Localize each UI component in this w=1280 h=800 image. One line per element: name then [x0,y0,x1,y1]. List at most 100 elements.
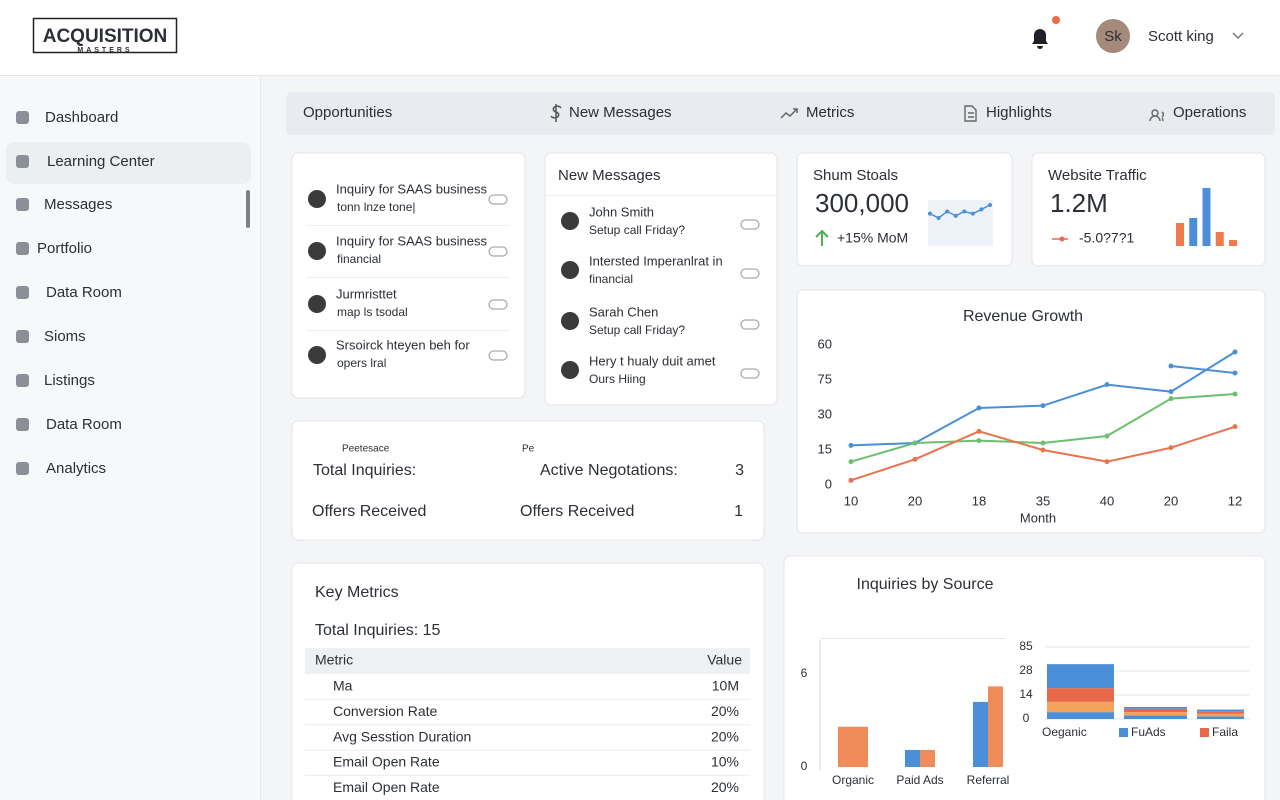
nav-item[interactable]: Messages [44,196,112,213]
nav-item[interactable]: Dashboard [45,109,118,126]
tab[interactable]: Highlights [986,104,1052,121]
nav-icon [16,155,29,168]
message-sender: John Smith [589,204,654,219]
item-subtitle: tonn lnze tone| [337,200,416,214]
tab[interactable]: Opportunities [303,104,392,121]
message-sender: Hery t hualy duit amet [589,353,716,368]
item-subtitle: financial [337,252,381,266]
item-subtitle: opers lral [337,356,386,370]
message-sender: Intersted Imperanlrat in [589,253,723,268]
table-cell: Email Open Rate [333,779,440,795]
link-icon[interactable] [488,299,508,310]
line-series [1170,365,1236,374]
tab[interactable]: Metrics [806,104,854,121]
bar [838,726,868,767]
avatar-small [561,261,579,279]
nav-icon [16,286,29,299]
sparkline-point [970,211,975,216]
summary-cell: 1 [734,503,743,520]
nav-item[interactable]: Analytics [46,460,106,477]
mini-bar [1202,188,1211,246]
item-subtitle: map ls tsodal [337,305,408,319]
x-axis-label: Month [1020,510,1056,525]
link-icon[interactable] [488,246,508,257]
chart-title: Revenue Growth [963,308,1083,325]
avatar[interactable] [1096,19,1130,53]
item-title: Jurmristtet [336,286,397,301]
avatar-initials: Sk [1104,28,1122,45]
link-icon[interactable] [740,368,760,379]
nav-icon [16,111,29,124]
nav-item[interactable]: Listings [44,372,95,389]
logo-text: ACQUISITION [43,26,168,47]
scroll-indicator [246,190,250,228]
link-icon[interactable] [488,194,508,205]
sparkline-point [928,211,932,216]
avatar-small [561,312,579,330]
bell-icon[interactable] [1032,29,1048,49]
nav-item[interactable]: Data Room [46,416,122,433]
table-cell: Avg Sesstion Duration [333,728,471,744]
summary-cell: Offers Received [520,503,634,520]
highlights-icon [964,105,977,122]
line-point [848,442,854,448]
notification-dot [1052,16,1060,24]
bar [920,749,935,767]
message-sender: Sarah Chen [589,304,658,319]
message-text: financial [589,272,633,286]
nav-icon [16,330,29,343]
line-point [1040,447,1046,453]
link-icon[interactable] [740,268,760,279]
line-point [1104,433,1110,439]
table-header: Value [707,652,742,668]
x-tick-label: Faila [1212,725,1238,739]
message-text: Setup call Friday? [589,223,685,237]
nav-item[interactable]: Portfolio [37,240,92,257]
sparkline-point [988,203,992,207]
summary-cell: Active Negotations: [540,462,678,479]
nav-item[interactable]: Learning Center [47,153,155,170]
up-arrow [815,229,829,246]
table-cell: 10M [712,678,739,694]
chart-title: Inquiries by Source [857,576,994,593]
nav-item[interactable]: Sioms [44,328,86,345]
avatar-small [561,361,579,379]
tab-bar [286,92,1275,135]
link-icon[interactable] [488,350,508,361]
operations-icon [1149,109,1164,122]
link-icon[interactable] [740,319,760,330]
line-point [848,459,854,465]
link-icon[interactable] [740,219,760,230]
user-name[interactable]: Scott king [1148,28,1214,45]
x-tick-label: 20 [1164,493,1178,508]
tab[interactable]: Operations [1173,104,1246,121]
caption: Pe [522,444,535,455]
nav-icon [16,418,29,431]
chevron[interactable] [1232,32,1244,40]
caption: Peetesace [342,444,390,455]
line-point [912,440,918,446]
nav-icon [16,198,29,211]
summary-cell: 3 [735,462,744,479]
card-title: Key Metrics [315,584,399,601]
opportunities-card [291,152,526,399]
sidebar-active [6,142,251,184]
table-cell: Conversion Rate [333,703,437,719]
x-tick-label: Organic [832,773,874,787]
summary-cell: Offers Received [312,503,426,520]
mini-bar [1215,232,1224,246]
table-cell: Email Open Rate [333,754,440,770]
header-bar [0,0,1280,75]
nav-item[interactable]: Data Room [46,284,122,301]
table-cell: 20% [711,779,739,795]
message-text: Setup call Friday? [589,323,685,337]
x-tick-label: 35 [1036,493,1050,508]
x-tick-label: Paid Ads [896,773,943,787]
mini-bar [1176,223,1184,246]
trend-dot [1059,236,1065,242]
tab[interactable]: New Messages [569,104,672,121]
table-header: Metric [315,652,353,668]
stack-segment [1197,716,1244,719]
line-point [1232,349,1238,355]
x-tick-label: Oeganic [1042,725,1087,739]
